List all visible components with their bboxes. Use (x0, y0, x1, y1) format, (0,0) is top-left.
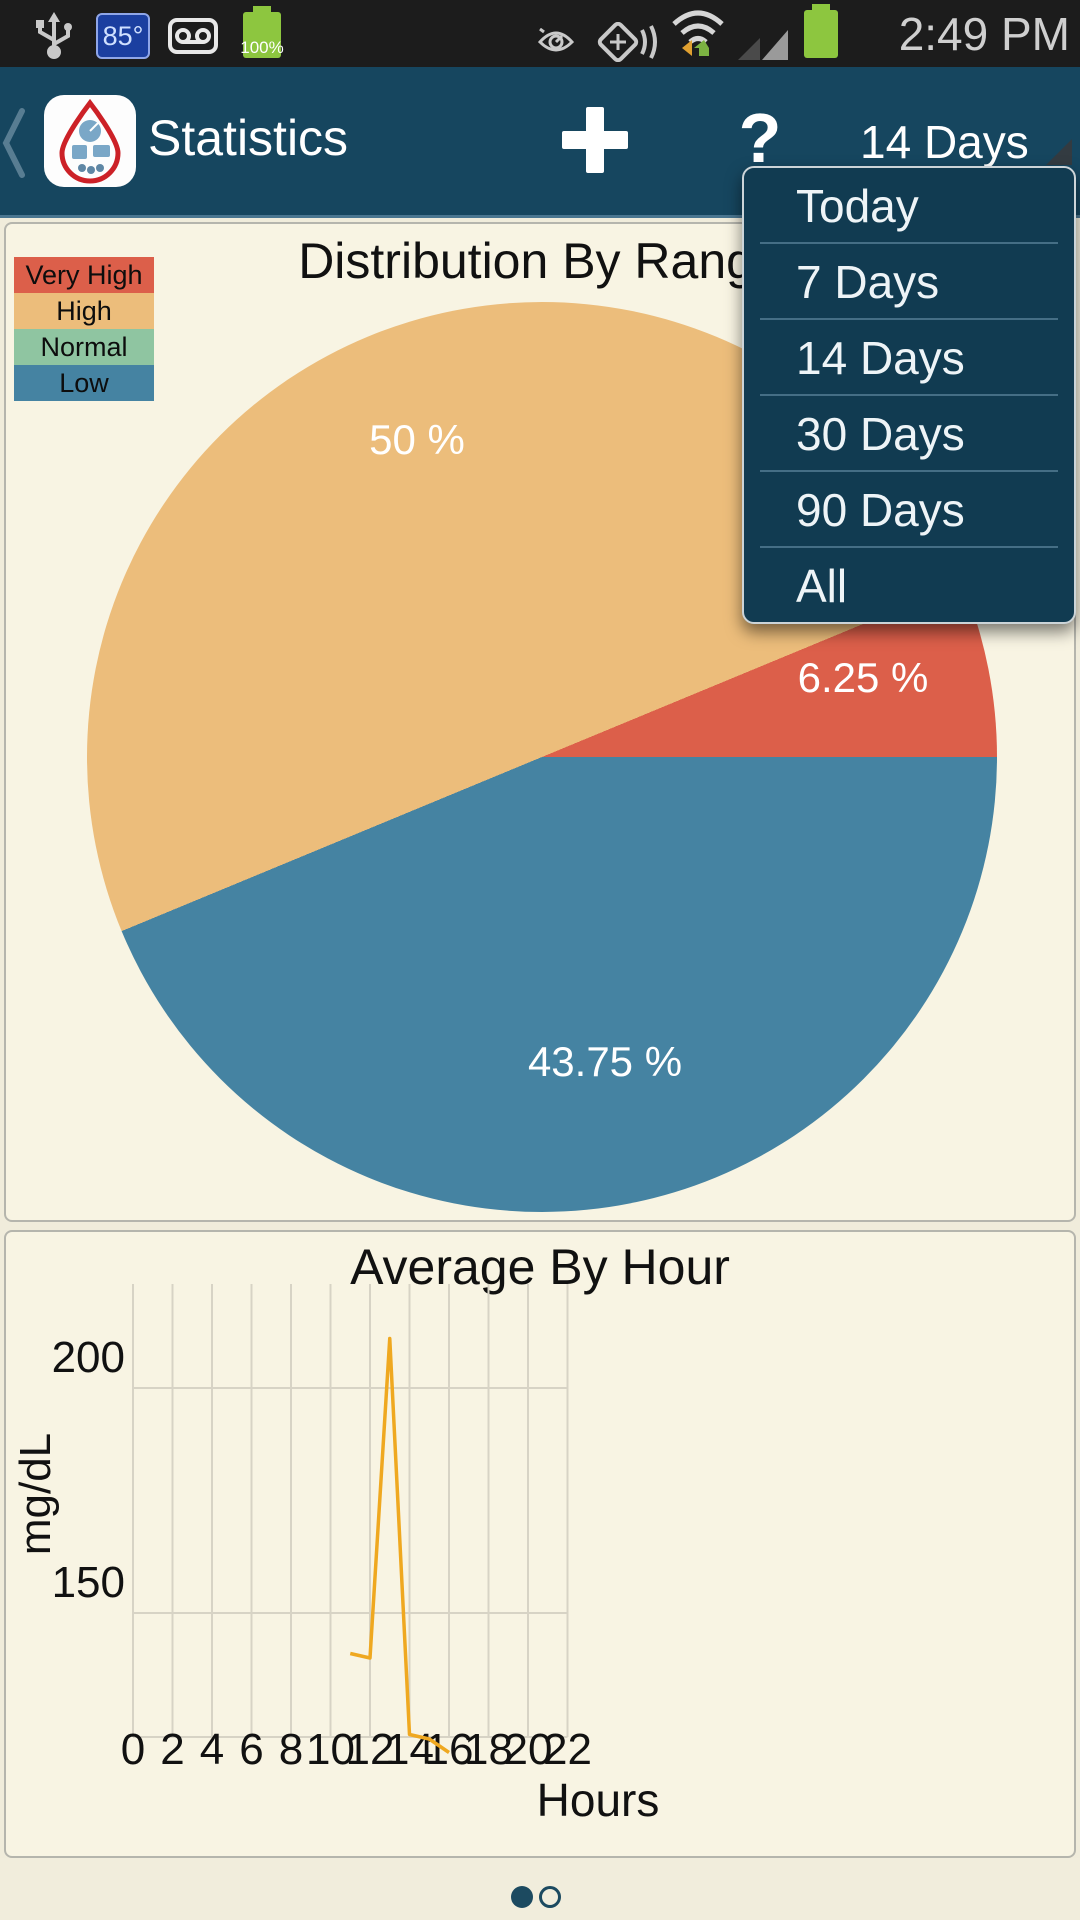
x-tick-label-20: 20 (504, 1725, 553, 1774)
x-tick-label-16: 16 (425, 1725, 474, 1774)
add-button[interactable] (560, 105, 630, 175)
range-spinner[interactable]: 14 Days (860, 116, 1029, 168)
pie-slice-label-very-high: 6.25 % (797, 654, 929, 701)
x-tick-label-12: 12 (346, 1725, 395, 1774)
page-dot-active (511, 1886, 533, 1908)
series-average (349, 1336, 450, 1754)
x-axis-title: Hours (537, 1774, 660, 1826)
legend-row-high: High (14, 293, 154, 329)
x-tick-label-2: 2 (160, 1725, 184, 1774)
status-bar: 85° 100% (0, 0, 1080, 67)
x-tick-label-8: 8 (279, 1725, 303, 1774)
legend-row-low: Low (14, 365, 154, 401)
signal-strength-icon (738, 30, 788, 60)
battery-widget-icon: 100% (240, 6, 284, 58)
legend-row-normal: Normal (14, 329, 154, 365)
pie-legend: Very High High Normal Low (14, 257, 154, 401)
average-by-hour-card: Average By Hour 0 2 4 6 8 10 12 14 16 18 20 22 150 20… (4, 1230, 1076, 1858)
clock-label: 2:49 PM (898, 8, 1070, 60)
temperature-badge: 85° (96, 13, 150, 59)
battery-percent-label: 100% (240, 38, 284, 57)
range-option-14-days[interactable]: 14 Days (744, 320, 1074, 396)
line-chart-title: Average By Hour (350, 1239, 730, 1295)
back-button[interactable] (0, 105, 30, 181)
x-tick-label-18: 18 (464, 1725, 513, 1774)
y-tick-label-150: 150 (52, 1558, 125, 1607)
x-tick-label-6: 6 (239, 1725, 263, 1774)
page-indicator (0, 1858, 1080, 1920)
range-option-all[interactable]: All (796, 560, 848, 612)
page-title: Statistics (148, 110, 349, 166)
wifi-down-arrow (682, 40, 692, 56)
voicemail-icon (168, 18, 218, 54)
x-tick-label-4: 4 (200, 1725, 224, 1774)
x-tick-label-10: 10 (306, 1725, 355, 1774)
range-option-30-days[interactable]: 30 Days (744, 396, 1074, 472)
wifi-up-arrow (694, 40, 709, 56)
range-option-today[interactable]: Today (744, 168, 1074, 244)
range-dropdown-menu: Today 7 Days 14 Days 30 Days 90 Days All (742, 166, 1076, 624)
gps-location-icon (597, 22, 657, 62)
app-icon[interactable] (44, 95, 136, 187)
help-button[interactable]: ? (738, 99, 782, 177)
range-option-7-days[interactable]: 7 Days (744, 244, 1074, 320)
page-dot-inactive (539, 1886, 561, 1908)
legend-row-very-high: Very High (14, 257, 154, 293)
x-tick-label-22: 22 (543, 1725, 592, 1774)
range-option-90-days[interactable]: 90 Days (744, 472, 1074, 548)
blood-drop-logo (59, 98, 121, 184)
y-axis-title: mg/dL (11, 1433, 60, 1555)
pie-slice-label-high: 50 % (369, 416, 465, 463)
plus-icon (586, 107, 604, 173)
pie-chart-title: Distribution By Range (298, 233, 782, 289)
wifi-icon (672, 10, 724, 56)
battery-status-icon (804, 4, 838, 58)
pie-slice-label-low: 43.75 % (527, 1038, 683, 1085)
y-tick-label-200: 200 (52, 1333, 125, 1382)
smart-stay-eye-icon (538, 28, 574, 52)
spinner-caret-icon (1046, 139, 1072, 165)
usb-icon (36, 12, 72, 59)
x-tick-label-0: 0 (121, 1725, 145, 1774)
